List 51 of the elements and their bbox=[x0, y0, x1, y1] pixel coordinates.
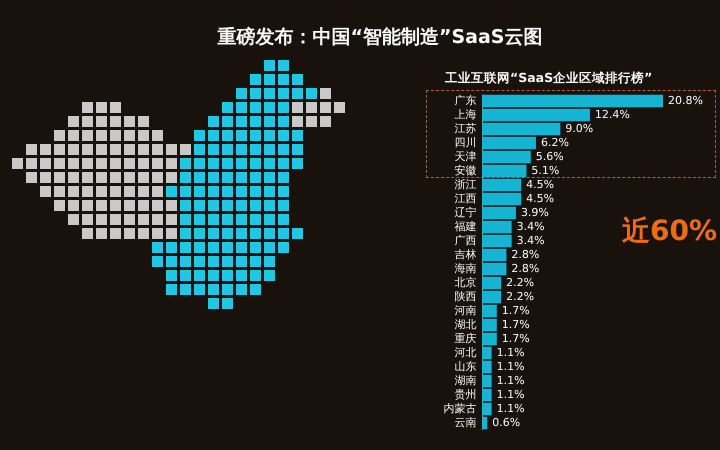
data-label: 0.6% bbox=[492, 416, 520, 429]
y-tick-label: 河南 bbox=[454, 304, 476, 317]
y-tick-label: 上海 bbox=[454, 108, 476, 121]
y-tick-label: 江西 bbox=[454, 192, 476, 205]
annotation: 近60% bbox=[622, 213, 718, 249]
y-tick-label: 四川 bbox=[454, 136, 476, 149]
data-label: 2.8% bbox=[511, 262, 540, 275]
y-tick-label: 福建 bbox=[454, 220, 476, 233]
data-label: 1.1% bbox=[496, 402, 525, 415]
data-label: 4.5% bbox=[526, 192, 554, 205]
data-label: 6.2% bbox=[540, 136, 569, 149]
data-label: 1.1% bbox=[496, 360, 525, 373]
data-label: 3.4% bbox=[516, 234, 545, 247]
y-tick-label: 广东 bbox=[454, 94, 476, 107]
data-label: 1.7% bbox=[502, 332, 530, 345]
y-tick-label: 辽宁 bbox=[454, 206, 476, 219]
data-label: 9.0% bbox=[565, 122, 594, 135]
data-label: 12.4% bbox=[594, 108, 630, 121]
data-label: 1.7% bbox=[502, 318, 530, 331]
y-tick-label: 陕西 bbox=[454, 290, 476, 303]
y-tick-label: 内蒙古 bbox=[444, 402, 476, 415]
y-tick-label: 湖南 bbox=[454, 374, 476, 387]
chart-subtitle: 工业互联网“SaaS企业区域排行榜” bbox=[445, 70, 652, 87]
data-label: 2.2% bbox=[506, 276, 534, 289]
y-tick-label: 河北 bbox=[454, 346, 476, 359]
y-tick-label: 安徽 bbox=[454, 164, 476, 177]
data-label: 20.8% bbox=[668, 94, 703, 107]
data-label: 2.8% bbox=[511, 248, 540, 261]
y-tick-label: 贵州 bbox=[454, 388, 476, 401]
data-label: 1.1% bbox=[496, 388, 525, 401]
data-label: 2.2% bbox=[506, 290, 534, 303]
data-label: 3.4% bbox=[516, 220, 545, 233]
data-label: 4.5% bbox=[526, 178, 554, 191]
y-tick-label: 重庆 bbox=[454, 332, 476, 345]
y-tick-label: 湖北 bbox=[454, 318, 476, 331]
y-tick-label: 海南 bbox=[454, 262, 476, 275]
y-tick-label: 北京 bbox=[454, 276, 476, 289]
data-label: 5.6% bbox=[536, 150, 564, 163]
y-tick-label: 江苏 bbox=[454, 122, 476, 135]
y-tick-label: 吉林 bbox=[454, 248, 476, 261]
chart-title: 重磅发布：中国“智能制造”SaaS云图 bbox=[216, 25, 544, 50]
y-tick-label: 天津 bbox=[454, 150, 476, 163]
data-label: 1.1% bbox=[496, 374, 525, 387]
data-label: 3.9% bbox=[520, 206, 549, 219]
data-label: 1.7% bbox=[502, 304, 530, 317]
data-label: 1.1% bbox=[496, 346, 525, 359]
y-tick-label: 山东 bbox=[454, 360, 476, 373]
y-tick-label: 广西 bbox=[454, 234, 476, 247]
y-tick-label: 云南 bbox=[454, 416, 476, 429]
data-label: 5.1% bbox=[531, 164, 560, 177]
y-tick-label: 浙江 bbox=[454, 178, 476, 191]
